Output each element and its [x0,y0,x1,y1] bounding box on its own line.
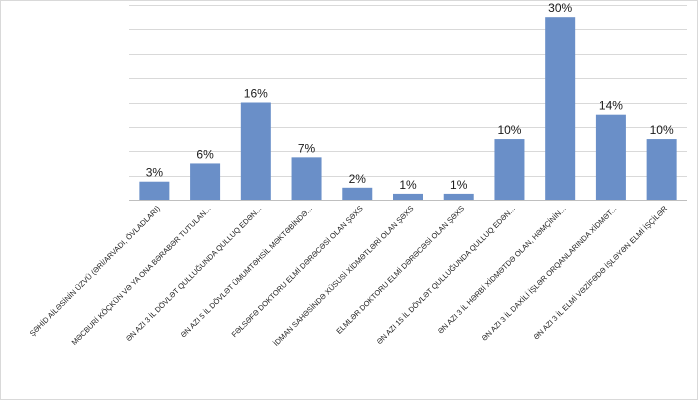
bar-value-label: 14% [599,99,623,113]
bar-value-label: 10% [650,123,674,137]
bar-value-label: 16% [244,87,268,101]
bar [595,114,626,200]
gridlines [129,5,687,201]
bar [190,163,221,200]
bar [139,181,170,200]
bar-value-label: 1% [450,178,468,192]
bar [545,17,576,200]
bar-value-label: 10% [497,123,521,137]
bar [291,157,322,200]
bar [240,102,271,200]
bar [342,187,373,200]
bar-value-label: 1% [399,178,417,192]
bars [139,17,677,200]
bar-value-label: 3% [146,166,164,180]
bar-value-label: 7% [298,141,316,155]
bar-value-label: 2% [349,172,367,186]
bar [443,193,474,200]
category-labels: ŞƏHİD AİLƏSİNİN ÜZVÜ (ƏRİ/ARVADI, ÖVLADL… [28,204,670,348]
bar [393,193,423,200]
bar-value-label: 6% [196,147,214,161]
data-labels: 3% 6% 16% 7% 2% 1% 1% 10% 30% 14% 10% [146,1,674,192]
bar [494,139,525,200]
bar-value-label: 30% [548,1,572,15]
bar [646,139,677,200]
